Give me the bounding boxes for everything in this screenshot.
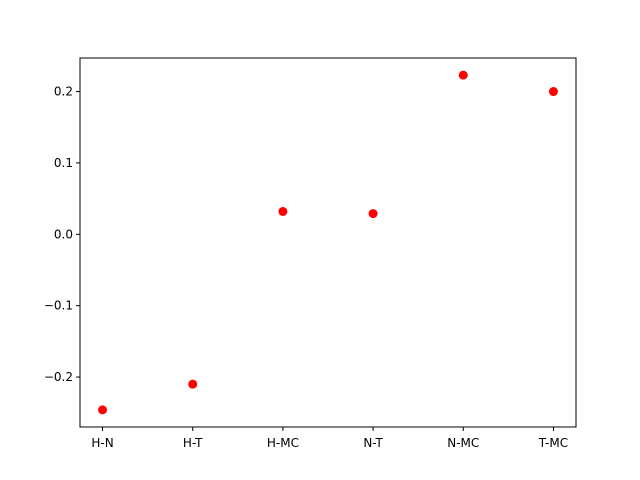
y-tick-label: 0.2: [54, 85, 73, 99]
y-tick-label: −0.2: [44, 370, 73, 384]
data-points: [98, 70, 558, 415]
y-tick-label: −0.1: [44, 299, 73, 313]
y-axis-ticks: −0.2 −0.1 0.0 0.1 0.2: [44, 85, 80, 384]
data-point-t-mc: [548, 87, 558, 97]
x-tick-label: N-MC: [447, 436, 479, 450]
y-tick-label: 0.0: [54, 227, 73, 241]
x-tick-label: N-T: [363, 436, 383, 450]
x-tick-label: H-MC: [267, 436, 299, 450]
plot-frame: [79, 57, 577, 428]
data-point-h-n: [98, 405, 108, 415]
x-tick-label: T-MC: [538, 436, 568, 450]
data-point-h-t: [188, 379, 198, 389]
x-axis-ticks: H-N H-T H-MC N-T N-MC T-MC: [91, 427, 568, 450]
y-tick-label: 0.1: [54, 156, 73, 170]
data-point-n-mc: [458, 70, 468, 80]
x-tick-label: H-T: [183, 436, 203, 450]
data-point-h-mc: [278, 206, 288, 216]
x-tick-label: H-N: [91, 436, 113, 450]
data-point-n-t: [368, 209, 378, 219]
